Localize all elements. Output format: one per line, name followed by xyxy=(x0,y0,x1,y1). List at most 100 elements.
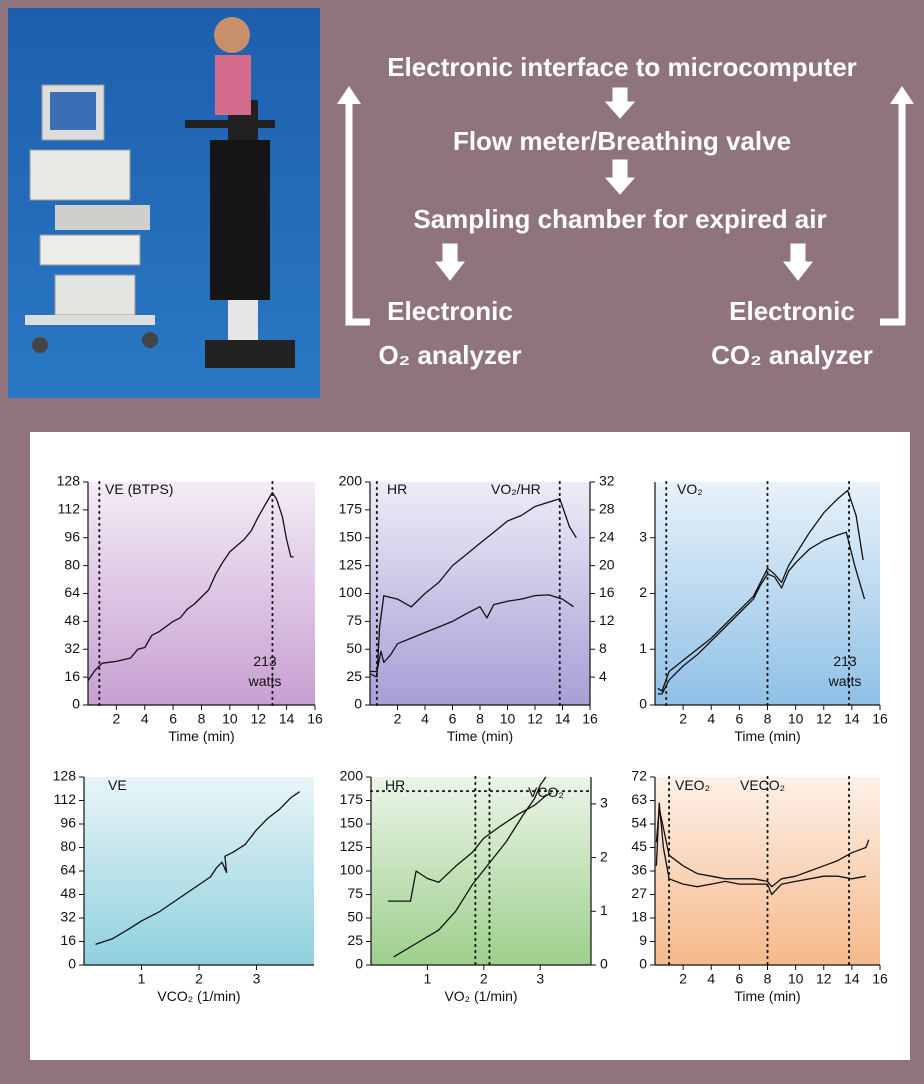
data-line xyxy=(387,792,552,902)
photo xyxy=(8,8,320,398)
x-tick-label: 2 xyxy=(195,971,203,987)
series-label: VE (BTPS) xyxy=(105,481,173,497)
y-tick-label: 25 xyxy=(347,932,363,948)
diagram-step: Electronic interface to microcomputer xyxy=(387,52,857,82)
chart: 0 25 50 75 100 125 150 175 200 0 1 2 3 1 2 3 VO₂ (1/min)… xyxy=(340,768,608,1004)
y-tick-label: 75 xyxy=(347,885,363,901)
series-label: VE xyxy=(108,777,127,793)
x-tick-label: 8 xyxy=(198,711,206,727)
annotation: watts xyxy=(828,673,862,689)
annotation: watts xyxy=(248,673,282,689)
x-tick-label: 2 xyxy=(112,711,120,727)
y-tick-label: 96 xyxy=(60,815,76,831)
y-tick-label: 0 xyxy=(355,956,363,972)
x-tick-label: 8 xyxy=(764,971,772,987)
y-tick-label: 48 xyxy=(60,885,76,901)
y-tick-label: 0 xyxy=(354,696,362,712)
y2-tick-label: 2 xyxy=(600,848,608,864)
x-tick-label: 16 xyxy=(872,971,888,987)
x-tick-label: 12 xyxy=(250,711,266,727)
series-label: VO₂/HR xyxy=(491,481,541,497)
y-tick-label: 0 xyxy=(68,956,76,972)
diagram-box: O₂ analyzer xyxy=(378,340,521,370)
y-tick-label: 64 xyxy=(64,584,80,600)
x-tick-label: 4 xyxy=(141,711,149,727)
series-label: VECO₂ xyxy=(740,777,785,793)
y-tick-label: 75 xyxy=(346,612,362,628)
y2-tick-label: 16 xyxy=(599,584,615,600)
x-tick-label: 3 xyxy=(253,971,261,987)
y-tick-label: 63 xyxy=(631,791,647,807)
y2-tick-label: 24 xyxy=(599,528,615,544)
diagram-box: CO₂ analyzer xyxy=(711,340,873,370)
y-tick-label: 128 xyxy=(53,768,77,784)
x-tick-label: 2 xyxy=(679,971,687,987)
y2-tick-label: 28 xyxy=(599,501,615,517)
x-tick-label: 16 xyxy=(307,711,323,727)
series-label: VCO₂ xyxy=(528,784,564,800)
x-tick-label: 6 xyxy=(169,711,177,727)
x-tick-label: 2 xyxy=(480,971,488,987)
y-tick-label: 0 xyxy=(639,696,647,712)
plot-background xyxy=(88,482,315,705)
y-tick-label: 125 xyxy=(340,838,364,854)
plot-background xyxy=(84,777,314,965)
y-tick-label: 80 xyxy=(60,838,76,854)
y-tick-label: 2 xyxy=(639,584,647,600)
y-tick-label: 150 xyxy=(339,528,363,544)
data-line xyxy=(657,489,864,692)
x-tick-label: 12 xyxy=(527,711,543,727)
y-tick-label: 32 xyxy=(60,909,76,925)
x-tick-label: 6 xyxy=(735,711,743,727)
data-line xyxy=(393,776,547,958)
y-tick-label: 100 xyxy=(340,862,364,878)
y-tick-label: 16 xyxy=(64,668,80,684)
y-tick-label: 9 xyxy=(639,932,647,948)
x-tick-label: 4 xyxy=(421,711,429,727)
y-tick-label: 1 xyxy=(639,640,647,656)
x-tick-label: 14 xyxy=(555,711,571,727)
x-tick-label: 4 xyxy=(707,971,715,987)
x-tick-label: 14 xyxy=(844,711,860,727)
x-tick-label: 6 xyxy=(449,711,457,727)
x-axis-label: Time (min) xyxy=(734,728,800,744)
x-tick-label: 8 xyxy=(476,711,484,727)
y-tick-label: 50 xyxy=(347,909,363,925)
y-tick-label: 48 xyxy=(64,612,80,628)
data-line xyxy=(657,531,866,695)
x-tick-label: 16 xyxy=(582,711,598,727)
x-tick-label: 16 xyxy=(872,711,888,727)
x-tick-label: 14 xyxy=(279,711,295,727)
annotation: 213 xyxy=(253,653,277,669)
x-tick-label: 10 xyxy=(788,971,804,987)
x-tick-label: 8 xyxy=(764,711,772,727)
y-tick-label: 80 xyxy=(64,556,80,572)
chart: 0 16 32 48 64 80 96 112 128 2 4 6 8 10 12 14 16 Time (min… xyxy=(57,473,323,744)
y-tick-label: 54 xyxy=(631,815,647,831)
y-tick-label: 175 xyxy=(340,791,364,807)
y2-tick-label: 8 xyxy=(599,640,607,656)
chart: 0 16 32 48 64 80 96 112 128 1 2 3 VCO₂ (1/min) VE xyxy=(53,768,314,1004)
x-axis-label: VO₂ (1/min) xyxy=(444,988,517,1004)
data-line xyxy=(655,807,870,888)
x-tick-label: 14 xyxy=(844,971,860,987)
data-line xyxy=(95,791,300,946)
y-tick-label: 200 xyxy=(339,473,363,489)
x-tick-label: 3 xyxy=(536,971,544,987)
x-tick-label: 12 xyxy=(816,971,832,987)
diagram-box: Electronic xyxy=(387,296,513,326)
x-tick-label: 4 xyxy=(707,711,715,727)
x-tick-label: 1 xyxy=(138,971,146,987)
annotation: 213 xyxy=(833,653,857,669)
y-tick-label: 50 xyxy=(346,640,362,656)
y-tick-label: 112 xyxy=(54,791,77,807)
diagram-step: Flow meter/Breathing valve xyxy=(453,126,791,156)
y-tick-label: 128 xyxy=(57,473,81,489)
x-tick-label: 1 xyxy=(424,971,432,987)
diagram-arrows xyxy=(337,86,914,326)
data-line xyxy=(370,594,574,673)
y-tick-label: 16 xyxy=(60,932,76,948)
